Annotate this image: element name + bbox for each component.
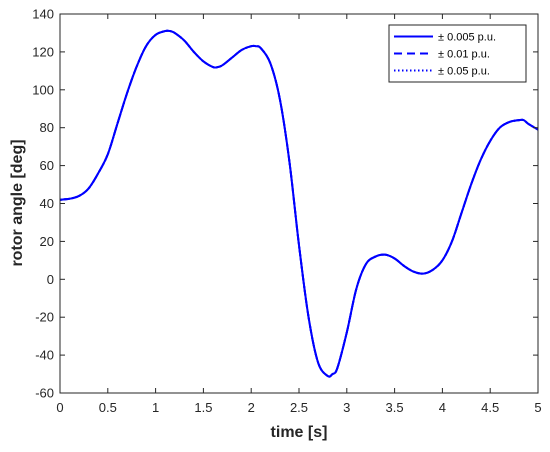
y-axis-label: rotor angle [deg] (9, 139, 26, 266)
y-tick-label: 140 (32, 7, 54, 22)
y-tick-label: -40 (35, 348, 54, 363)
legend-label-1: ± 0.01 p.u. (438, 49, 490, 61)
y-tick-label: 0 (47, 272, 54, 287)
y-tick-label: 100 (32, 82, 54, 97)
x-tick-label: 5 (534, 400, 541, 415)
legend-label-0: ± 0.005 p.u. (438, 32, 496, 44)
x-tick-label: 1.5 (194, 400, 212, 415)
y-tick-label: 60 (40, 158, 54, 173)
x-tick-label: 4.5 (481, 400, 499, 415)
series-group (60, 29, 538, 378)
x-tick-label: 2 (248, 400, 255, 415)
plot-layer (60, 29, 538, 378)
series-line-0 (60, 29, 538, 378)
x-tick-label: 0 (56, 400, 63, 415)
y-tick-label: 40 (40, 196, 54, 211)
x-tick-label: 3 (343, 400, 350, 415)
y-tick-label: -60 (35, 386, 54, 401)
x-tick-label: 2.5 (290, 400, 308, 415)
y-tick-label: 20 (40, 234, 54, 249)
y-tick-label: -20 (35, 310, 54, 325)
legend: ± 0.005 p.u. ± 0.01 p.u. ± 0.05 p.u. (388, 24, 527, 83)
x-tick-label: 1 (152, 400, 159, 415)
y-tick-label: 80 (40, 120, 54, 135)
x-tick-label: 0.5 (99, 400, 117, 415)
y-tick-label: 120 (32, 44, 54, 59)
x-tick-label: 4 (439, 400, 446, 415)
axes-layer: 0 0.5 1 1.5 2 2.5 3 3.5 4 4.5 5 -60 -40 -20 0 20 40 60 80 1… (32, 7, 541, 416)
x-tick-label: 3.5 (386, 400, 404, 415)
x-axis-label: time [s] (271, 424, 328, 441)
legend-label-2: ± 0.05 p.u. (438, 66, 490, 78)
